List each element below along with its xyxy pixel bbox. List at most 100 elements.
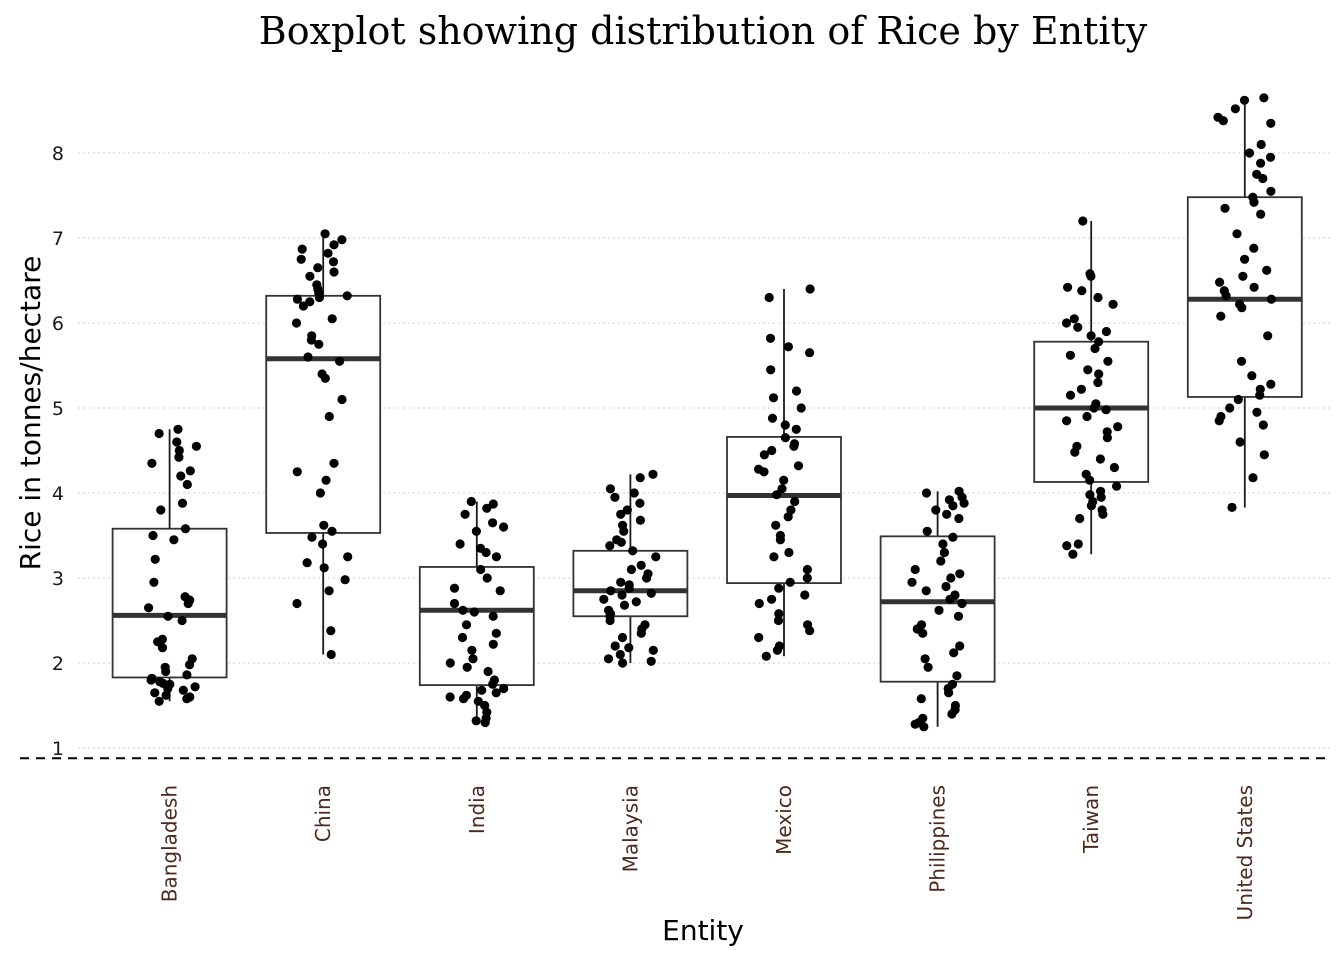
data-point [948,501,958,511]
data-point [790,496,800,507]
data-point [329,458,339,468]
data-point [1109,462,1119,473]
data-point [952,671,962,681]
data-point [767,413,778,423]
data-point [800,590,810,600]
y-tick-label: 6 [52,313,64,335]
data-point [941,581,951,592]
data-point [774,583,784,593]
data-point [910,719,920,729]
box-iqr [265,294,382,534]
data-point [313,263,323,273]
data-point [468,654,478,664]
data-point [1252,407,1262,417]
x-tick-label: United States [1233,785,1257,920]
data-point [314,339,324,349]
data-point [1094,369,1104,379]
data-point [176,471,186,481]
data-point [1086,501,1096,511]
data-point [1078,216,1088,226]
data-point [1112,481,1122,491]
data-point [1085,475,1095,485]
data-point [784,547,794,558]
data-point [767,594,777,604]
data-point [916,694,926,704]
data-point [1238,271,1248,281]
data-point [1070,447,1080,457]
data-point [307,532,317,542]
data-point [635,515,646,525]
data-point [1240,254,1250,264]
data-point [1265,152,1276,162]
data-point [805,626,815,636]
data-point [785,577,795,587]
data-point [629,488,639,498]
data-point [1263,331,1273,341]
data-point [754,598,764,609]
data-point [457,632,468,643]
x-axis-title: Entity [662,914,744,947]
data-point [1239,95,1250,105]
data-point [617,590,627,600]
data-point [340,575,350,585]
chart-title: Boxplot showing distribution of Rice by … [259,9,1148,53]
data-point [1230,104,1240,114]
data-point [910,564,920,575]
data-point [771,520,781,530]
x-tick-label: Malaysia [618,785,642,872]
data-point [796,403,806,413]
data-point [1227,502,1237,512]
data-point [605,484,616,494]
data-point [957,598,967,609]
data-point [161,666,171,677]
data-point [919,722,929,732]
data-point [1244,148,1255,158]
data-point [775,535,786,545]
data-point [180,524,191,534]
data-point [1069,314,1079,324]
data-point [147,458,157,468]
data-point [1214,416,1224,426]
data-point [618,658,628,668]
data-point [302,558,312,568]
data-point [766,365,776,375]
data-point [315,488,325,498]
box-mexico [726,289,842,657]
data-point [146,675,156,685]
y-tick-label: 1 [52,738,64,760]
data-point [488,639,498,649]
data-point [628,546,638,556]
data-point [1075,513,1085,524]
data-point [934,605,944,615]
y-tick-label: 8 [52,143,64,165]
data-point [1073,539,1083,549]
data-point [603,654,614,664]
data-point [780,433,791,443]
data-point [1103,356,1113,366]
y-tick-label: 4 [52,483,64,505]
data-point [1076,384,1086,394]
data-point [1258,420,1268,430]
data-point [480,717,490,728]
data-point [305,271,315,281]
data-point [936,556,946,566]
data-point [767,445,777,456]
data-point [636,628,646,638]
data-point [488,518,498,528]
data-point [938,539,948,549]
data-point [1266,186,1276,196]
data-point [342,291,352,301]
data-point [651,552,661,562]
data-point [616,537,626,547]
data-point [610,641,620,651]
data-point [1256,139,1266,150]
box-iqr [726,435,842,584]
data-point [802,564,813,575]
data-point [789,441,799,451]
data-point [791,424,801,434]
x-tick-label: Mexico [772,785,796,855]
data-point [1108,299,1118,309]
data-point [946,573,956,583]
data-point [461,620,472,630]
data-point [1089,403,1099,413]
